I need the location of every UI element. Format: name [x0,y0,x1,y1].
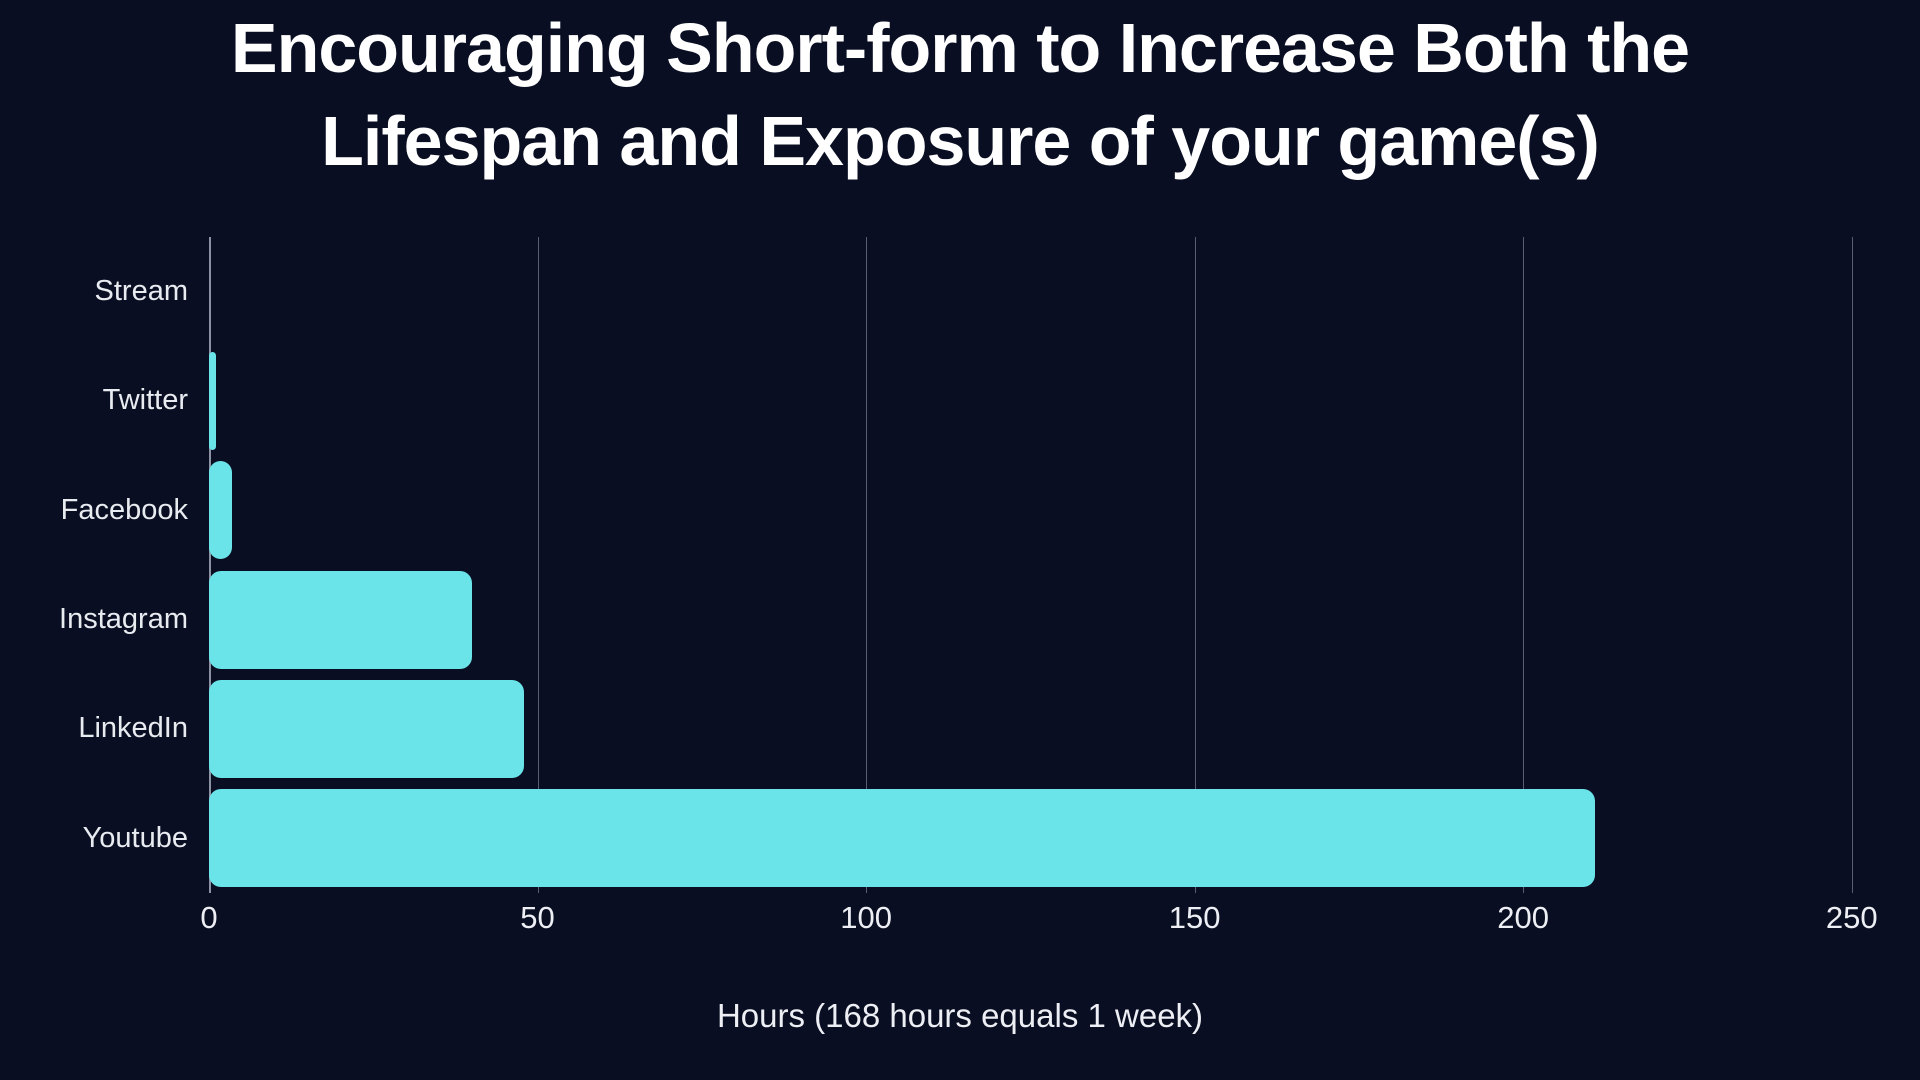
chart-title-line-2: Lifespan and Exposure of your game(s) [321,102,1600,180]
bar-youtube [209,789,1596,888]
bar-twitter [209,351,216,450]
x-tick-label-0: 0 [200,900,218,935]
category-label-linkedin: LinkedIn [78,712,188,745]
category-label-twitter: Twitter [102,384,188,417]
gridline-200 [1523,237,1525,893]
bar-row-facebook [209,456,1878,565]
x-tick-label-100: 100 [840,900,892,935]
bar-row-stream [209,237,1878,346]
plot-area [209,237,1878,893]
x-tick-label-150: 150 [1168,900,1221,935]
x-axis-tick-labels: 0 50 100 150 200 250 [200,900,1878,940]
gridline-50 [537,237,539,893]
category-label-instagram: Instagram [59,603,188,636]
y-axis-line [209,237,211,893]
bar-row-instagram [209,565,1878,674]
bar-row-youtube [209,784,1878,893]
bar-instagram [209,570,472,669]
bar-rows [209,237,1878,893]
gridline-100 [866,237,868,893]
category-label-facebook: Facebook [60,493,188,526]
x-tick-label-50: 50 [520,900,555,935]
x-tick-label-200: 200 [1497,900,1550,935]
gridline-150 [1194,237,1196,893]
bar-row-linkedin [209,674,1878,783]
gridline-250 [1851,237,1853,893]
chart-title-line-1: Encouraging Short-form to Increase Both … [230,9,1690,87]
y-axis-category-labels: Stream Twitter Facebook Instagram LinkedIn Yo… [0,237,188,893]
chart-title: Encouraging Short-form to Increase Both … [0,2,1920,188]
bar-facebook [209,461,232,560]
bar-row-twitter [209,346,1878,455]
category-label-stream: Stream [94,275,188,308]
bar-linkedin [209,679,525,778]
category-label-youtube: Youtube [82,821,188,854]
x-tick-label-250: 250 [1825,900,1878,935]
x-axis-title: Hours (168 hours equals 1 week) [716,997,1204,1034]
